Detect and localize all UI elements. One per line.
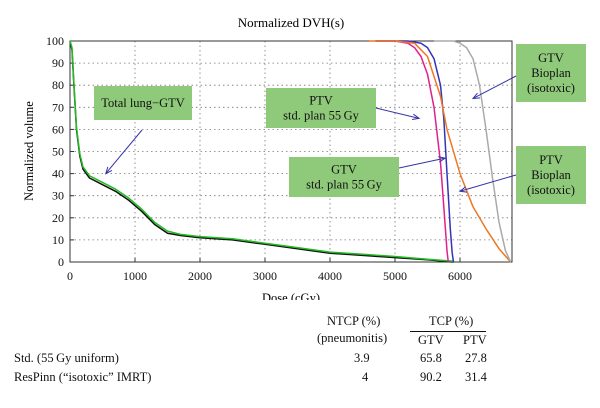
annotation-text: PTV xyxy=(309,94,333,108)
annotation-box xyxy=(266,88,376,128)
row-label: ResPinn (“isotoxic” IMRT) xyxy=(14,370,152,384)
tcp-gtv-header: GTV xyxy=(418,333,444,347)
y-tick-label: 50 xyxy=(52,145,64,159)
annotation-box xyxy=(289,157,399,197)
annotation-text: GTV xyxy=(538,51,564,65)
y-tick-label: 40 xyxy=(52,167,64,181)
row-ntcp: 3.9 xyxy=(354,351,370,365)
x-axis-label: Dose (cGy) xyxy=(262,291,320,300)
annotation-arrow xyxy=(375,107,420,119)
x-tick-label: 4000 xyxy=(318,269,342,283)
annotation-text: (isotoxic) xyxy=(527,81,575,95)
annotation-text: std. plan 55 Gy xyxy=(306,178,383,192)
ntcp-header-1: NTCP (%) xyxy=(327,314,381,328)
row-tcp-gtv: 90.2 xyxy=(420,370,442,384)
annotation-text: Bioplan xyxy=(531,66,571,80)
row-tcp-ptv: 27.8 xyxy=(465,351,487,365)
y-tick-label: 90 xyxy=(52,56,64,70)
series-line-gtv-bioplan xyxy=(434,40,512,263)
annotation-arrowhead xyxy=(104,166,113,175)
annotation-arrowhead xyxy=(438,156,447,163)
x-tick-label: 3000 xyxy=(253,269,277,283)
x-tick-label: 5000 xyxy=(383,269,407,283)
x-tick-label: 2000 xyxy=(188,269,212,283)
annotation-text: GTV xyxy=(331,163,357,177)
ntcp-header-2: (pneumonitis) xyxy=(317,331,388,345)
tcp-header: TCP (%) xyxy=(429,314,474,328)
annotation-arrowhead xyxy=(471,92,481,100)
row-tcp-gtv: 65.8 xyxy=(420,351,442,365)
row-label: Std. (55 Gy uniform) xyxy=(14,351,119,365)
dvh-chart: Normalized DVH(s) 0 1000 2000 3000 4000 5000 6… xyxy=(22,15,586,300)
tcp-header-rule xyxy=(410,331,486,332)
annotation-text: Total lung−GTV xyxy=(101,96,185,110)
annotation-box xyxy=(516,146,586,204)
annotation-box xyxy=(516,44,586,102)
y-tick-label: 10 xyxy=(52,233,64,247)
series-line-ptv-std xyxy=(375,40,455,263)
y-axis: 0 10 20 30 40 50 60 70 80 90 100 xyxy=(46,34,74,269)
annotation-arrow xyxy=(105,129,143,174)
x-tick-label: 6000 xyxy=(448,269,472,283)
x-tick-label: 1000 xyxy=(123,269,147,283)
annotation-box xyxy=(94,86,192,120)
annotation-text: (isotoxic) xyxy=(527,183,575,197)
row-tcp-ptv: 31.4 xyxy=(465,370,487,384)
tcp-ptv-header: PTV xyxy=(463,333,487,347)
y-tick-label: 100 xyxy=(46,34,64,48)
series-line-lung-std xyxy=(69,40,454,263)
y-tick-label: 30 xyxy=(52,189,64,203)
y-axis-label: Normalized volume xyxy=(22,101,36,201)
row-ntcp: 4 xyxy=(362,370,369,384)
series-lines xyxy=(69,40,512,263)
series-line-lung-iso xyxy=(69,40,454,263)
x-tick-label: 0 xyxy=(67,269,73,283)
chart-title: Normalized DVH(s) xyxy=(238,15,345,30)
annotation-text: std. plan 55 Gy xyxy=(283,109,360,123)
series-line-ptv-bioplan xyxy=(369,40,512,263)
annotation-arrowhead xyxy=(458,186,468,193)
annotation-arrow xyxy=(398,157,446,169)
y-tick-label: 70 xyxy=(52,100,64,114)
annotation-arrow xyxy=(472,75,517,99)
annotation-text: Bioplan xyxy=(531,168,571,182)
y-tick-label: 60 xyxy=(52,122,64,136)
annotation-text: PTV xyxy=(539,153,563,167)
y-tick-label: 80 xyxy=(52,78,64,92)
annotation-lung: Total lung−GTV xyxy=(94,86,192,175)
annotation-arrowhead xyxy=(412,113,421,120)
annotation-arrow xyxy=(459,174,517,192)
x-axis: 0 1000 2000 3000 4000 5000 6000 xyxy=(67,258,472,283)
y-tick-label: 0 xyxy=(58,255,64,269)
y-tick-label: 20 xyxy=(52,211,64,225)
